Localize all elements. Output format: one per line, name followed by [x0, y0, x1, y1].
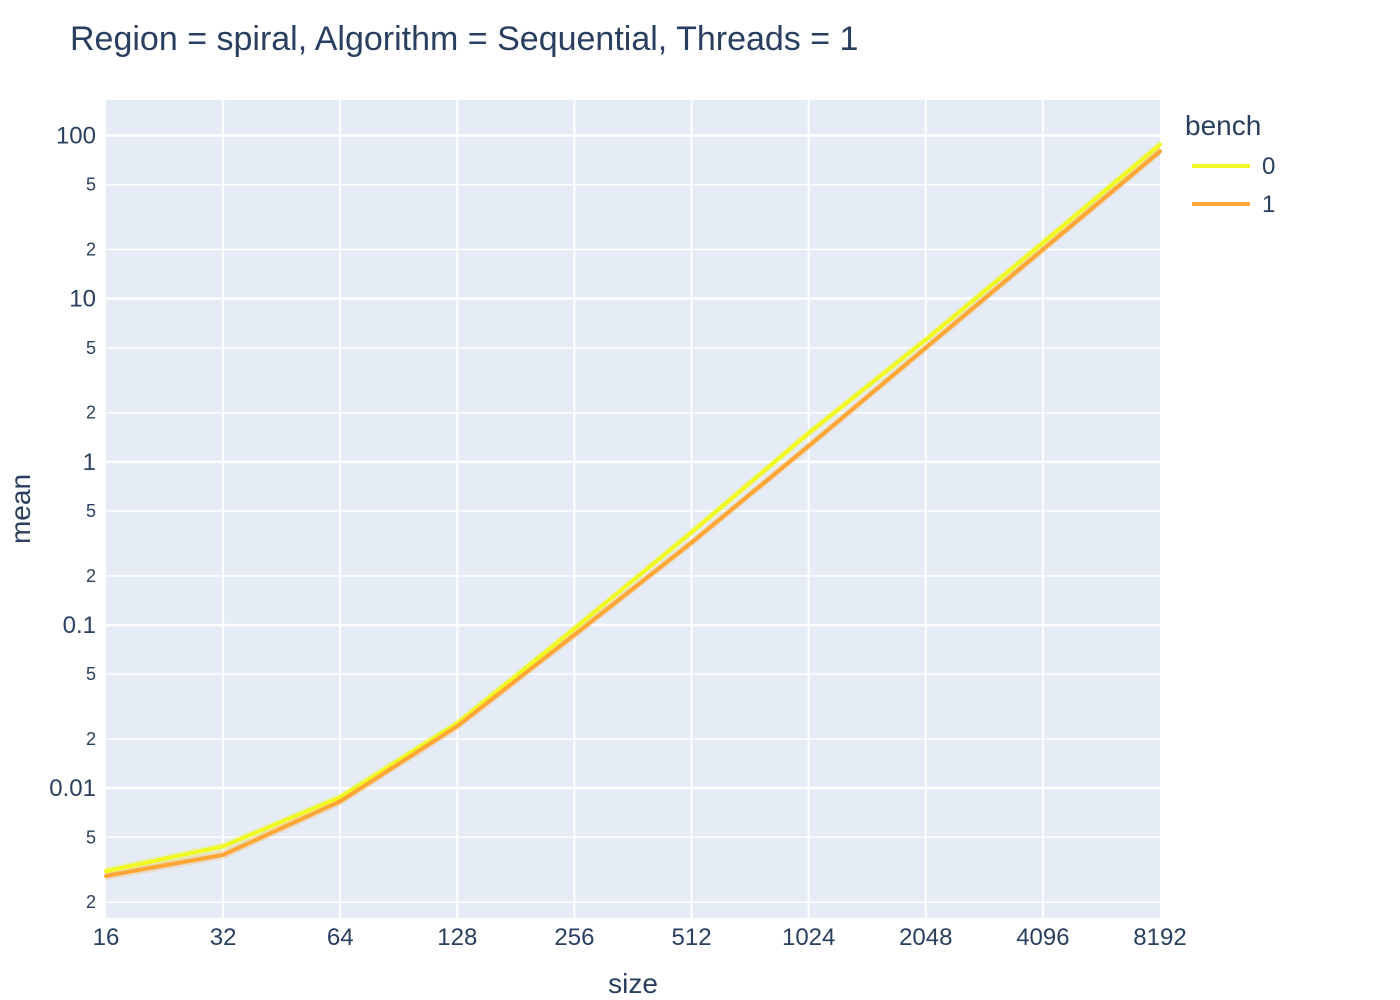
series-0-point[interactable]	[689, 530, 694, 535]
y-major-tick-label: 1	[83, 449, 96, 476]
series-1-point[interactable]	[806, 444, 811, 449]
y-minor-tick-label: 2	[86, 892, 96, 912]
y-minor-tick-label: 5	[86, 501, 96, 521]
series-0-point[interactable]	[923, 337, 928, 342]
x-tick-label: 1024	[782, 924, 835, 951]
y-minor-tick-label: 2	[86, 403, 96, 423]
y-minor-tick-label: 2	[86, 729, 96, 749]
y-axis-ticks: 2 5 2 5 2 5 2 5 2 5 0.01 0.1 1 10 100	[49, 122, 96, 912]
x-tick-label: 128	[437, 924, 477, 951]
series-1-point[interactable]	[221, 852, 226, 857]
y-minor-tick-label: 2	[86, 240, 96, 260]
series-1-point[interactable]	[1158, 149, 1162, 154]
x-tick-label: 4096	[1016, 924, 1069, 951]
y-major-tick-label: 10	[69, 286, 96, 313]
legend-label: 1	[1262, 191, 1275, 218]
y-major-tick-label: 0.01	[49, 775, 96, 802]
series-1-point[interactable]	[572, 632, 577, 637]
y-minor-tick-label: 5	[86, 664, 96, 684]
legend-title: bench	[1185, 110, 1261, 141]
y-axis-title: mean	[5, 474, 36, 544]
y-minor-tick-label: 5	[86, 827, 96, 847]
chart-title: Region = spiral, Algorithm = Sequential,…	[70, 20, 858, 58]
x-tick-label: 64	[327, 924, 354, 951]
series-0-point[interactable]	[1158, 142, 1162, 147]
x-tick-label: 32	[210, 924, 237, 951]
series-0-point[interactable]	[572, 626, 577, 631]
legend-item-1[interactable]: 1	[1192, 191, 1275, 218]
x-axis-ticks: 16 32 64 128 256 512 1024 2048 4096 8192	[93, 924, 1187, 951]
series-1-point[interactable]	[455, 724, 460, 729]
x-axis-title: size	[608, 968, 658, 999]
series-0-point[interactable]	[806, 431, 811, 436]
series-1-point[interactable]	[689, 540, 694, 545]
y-minor-tick-label: 5	[86, 175, 96, 195]
x-tick-label: 512	[672, 924, 712, 951]
plot-area	[106, 100, 1160, 918]
series-1-point[interactable]	[104, 873, 108, 878]
series-0-point[interactable]	[338, 795, 343, 800]
y-major-tick-label: 100	[56, 122, 96, 149]
series-0-point[interactable]	[221, 844, 226, 849]
series-1-line[interactable]	[105, 149, 1162, 878]
legend-label: 0	[1262, 153, 1275, 180]
x-tick-label: 256	[554, 924, 594, 951]
x-tick-label: 8192	[1133, 924, 1186, 951]
x-tick-label: 2048	[899, 924, 952, 951]
series-0-point[interactable]	[1040, 240, 1045, 245]
series-1-point[interactable]	[338, 799, 343, 804]
y-major-tick-label: 0.1	[63, 612, 96, 639]
y-minor-tick-label: 2	[86, 566, 96, 586]
series-1-point[interactable]	[1040, 247, 1045, 252]
series-0-point[interactable]	[104, 869, 108, 874]
series-0-line[interactable]	[105, 143, 1162, 874]
series-lines	[104, 142, 1162, 878]
x-tick-label: 16	[93, 924, 120, 951]
y-minor-tick-label: 5	[86, 338, 96, 358]
legend[interactable]: bench 0 1	[1185, 110, 1275, 218]
series-1-point[interactable]	[923, 345, 928, 350]
legend-item-0[interactable]: 0	[1192, 153, 1275, 180]
